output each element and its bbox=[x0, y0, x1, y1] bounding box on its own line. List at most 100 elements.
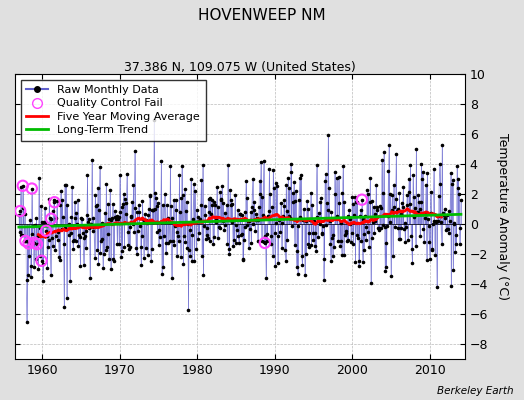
Point bbox=[90, 224, 98, 230]
Point bbox=[226, 187, 234, 193]
Point bbox=[375, 225, 384, 231]
Point bbox=[171, 206, 180, 213]
Point bbox=[24, 272, 32, 278]
Point bbox=[392, 151, 400, 158]
Point bbox=[433, 284, 441, 290]
Point bbox=[361, 212, 369, 219]
Point bbox=[383, 264, 391, 270]
Point bbox=[391, 196, 400, 202]
Point bbox=[323, 199, 331, 206]
Point bbox=[124, 228, 132, 235]
Point bbox=[277, 245, 286, 252]
Point bbox=[182, 208, 190, 214]
Point bbox=[150, 117, 158, 123]
Point bbox=[267, 241, 276, 248]
Point bbox=[359, 246, 368, 253]
Point bbox=[113, 240, 122, 247]
Point bbox=[163, 240, 172, 246]
Point bbox=[397, 225, 406, 232]
Point bbox=[265, 166, 274, 172]
Point bbox=[41, 220, 50, 226]
Point bbox=[374, 224, 383, 231]
Point bbox=[447, 181, 456, 188]
Point bbox=[394, 206, 402, 212]
Point bbox=[411, 204, 419, 211]
Point bbox=[186, 253, 194, 260]
Point bbox=[212, 216, 221, 222]
Point bbox=[425, 256, 434, 262]
Point bbox=[216, 196, 225, 203]
Point bbox=[425, 239, 433, 245]
Point bbox=[325, 218, 334, 225]
Point bbox=[180, 233, 188, 239]
Point bbox=[325, 185, 333, 191]
Point bbox=[243, 194, 251, 201]
Point bbox=[162, 240, 171, 246]
Point bbox=[31, 222, 39, 228]
Point bbox=[449, 177, 457, 183]
Point bbox=[389, 182, 398, 188]
Point bbox=[161, 250, 170, 256]
Point bbox=[48, 242, 57, 249]
Point bbox=[259, 158, 268, 164]
Point bbox=[190, 258, 199, 265]
Point bbox=[260, 239, 268, 245]
Point bbox=[431, 218, 440, 224]
Point bbox=[84, 216, 93, 222]
Point bbox=[251, 228, 259, 234]
Point bbox=[287, 169, 296, 175]
Point bbox=[386, 190, 395, 197]
Point bbox=[36, 253, 45, 260]
Point bbox=[137, 262, 145, 268]
Point bbox=[282, 207, 291, 214]
Point bbox=[245, 245, 253, 251]
Point bbox=[402, 224, 410, 231]
Point bbox=[63, 202, 72, 208]
Point bbox=[80, 234, 89, 241]
Point bbox=[380, 149, 388, 155]
Point bbox=[261, 233, 270, 240]
Point bbox=[264, 213, 272, 219]
Point bbox=[446, 170, 455, 176]
Point bbox=[92, 201, 101, 208]
Point bbox=[292, 187, 300, 194]
Point bbox=[190, 180, 198, 187]
Point bbox=[223, 240, 232, 247]
Point bbox=[378, 157, 386, 163]
Point bbox=[241, 209, 249, 216]
Point bbox=[247, 240, 255, 246]
Point bbox=[427, 189, 435, 196]
Point bbox=[115, 241, 123, 248]
Point bbox=[234, 207, 242, 213]
Point bbox=[75, 234, 84, 240]
Point bbox=[395, 236, 403, 242]
Point bbox=[244, 218, 252, 224]
Point bbox=[167, 203, 175, 210]
Point bbox=[103, 244, 111, 250]
Point bbox=[444, 226, 452, 232]
Point bbox=[216, 189, 224, 195]
Point bbox=[97, 220, 106, 226]
Point bbox=[278, 220, 287, 227]
Point bbox=[249, 206, 258, 213]
Point bbox=[250, 199, 259, 205]
Point bbox=[298, 262, 307, 268]
Point bbox=[450, 220, 458, 226]
Point bbox=[138, 198, 147, 204]
Point bbox=[208, 197, 216, 203]
Point bbox=[412, 146, 420, 152]
Point bbox=[89, 228, 97, 234]
Point bbox=[235, 240, 243, 246]
Point bbox=[126, 224, 134, 230]
Point bbox=[168, 275, 176, 281]
Point bbox=[299, 217, 307, 224]
Point bbox=[94, 260, 103, 267]
Point bbox=[367, 280, 375, 286]
Point bbox=[435, 192, 443, 199]
Point bbox=[449, 267, 457, 273]
Point bbox=[59, 241, 68, 248]
Point bbox=[304, 241, 312, 247]
Point bbox=[328, 209, 336, 216]
Point bbox=[269, 167, 277, 174]
Point bbox=[89, 215, 97, 221]
